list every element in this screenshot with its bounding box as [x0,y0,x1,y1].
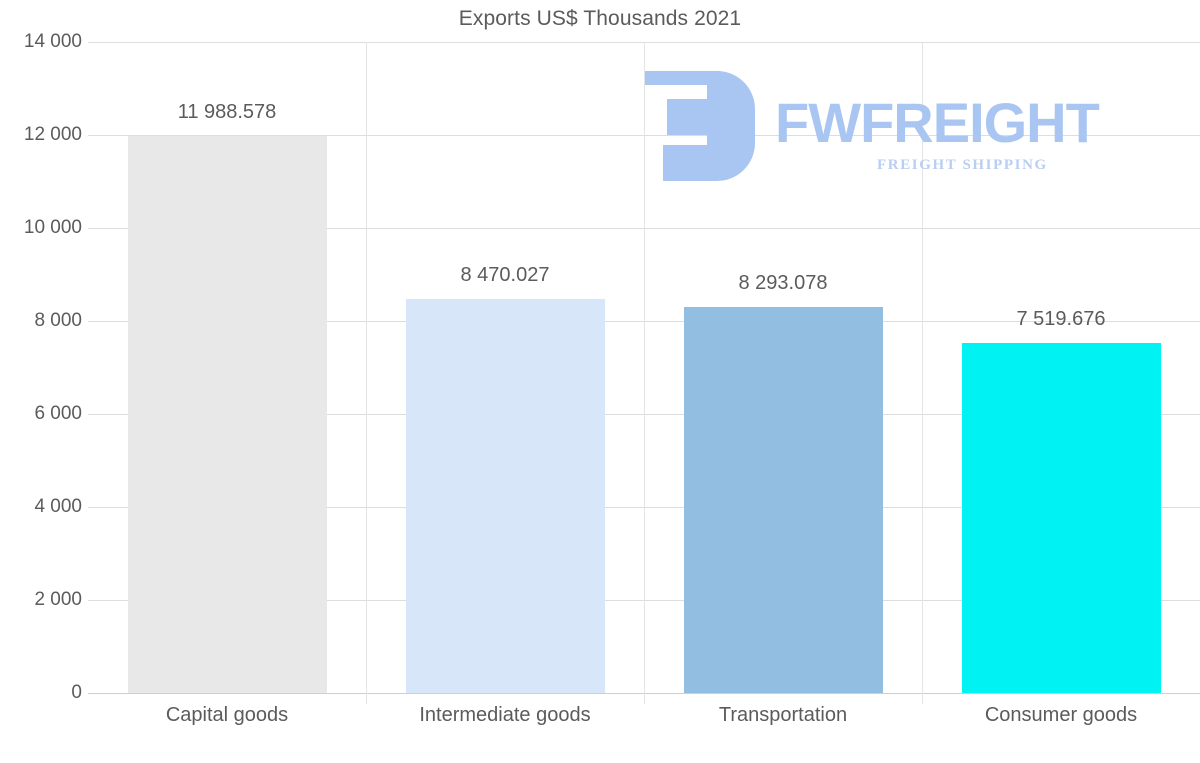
y-axis-tick-label: 4 000 [34,496,82,517]
y-axis: 0 2 000 4 000 6 000 8 000 10 000 12 000 14 000 [0,31,82,703]
chart-title: Exports US$ Thousands 2021 [458,7,742,30]
x-axis-tick-label: Consumer goods [984,704,1138,726]
y-axis-tick-label: 0 [71,682,82,703]
category-divider-gridline [644,42,645,704]
y-axis-tick-label: 12 000 [23,124,82,145]
bar-value-label: 7 519.676 [1016,308,1106,331]
bar-value-label: 8 470.027 [460,264,550,287]
bar[interactable] [127,135,327,693]
bar[interactable] [961,343,1161,693]
y-axis-tick-label: 2 000 [34,589,82,610]
category-divider-gridline [366,42,367,704]
x-axis-tick-label: Intermediate goods [419,704,591,726]
y-axis-tick-label: 10 000 [23,217,82,238]
x-axis-tick-label: Transportation [718,704,848,726]
bar[interactable] [405,299,605,693]
y-axis-tick-label: 14 000 [23,31,82,52]
plot-area: 11 988.578 8 470.027 8 293.078 7 519.676 [88,42,1200,704]
x-axis-tick-label: Capital goods [165,704,289,726]
bar[interactable] [683,307,883,693]
category-divider-gridline [922,42,923,704]
bar-value-label: 11 988.578 [177,100,277,123]
y-axis-tick-label: 8 000 [34,310,82,331]
bar-value-label: 8 293.078 [738,272,828,295]
y-axis-tick-label: 6 000 [34,403,82,424]
